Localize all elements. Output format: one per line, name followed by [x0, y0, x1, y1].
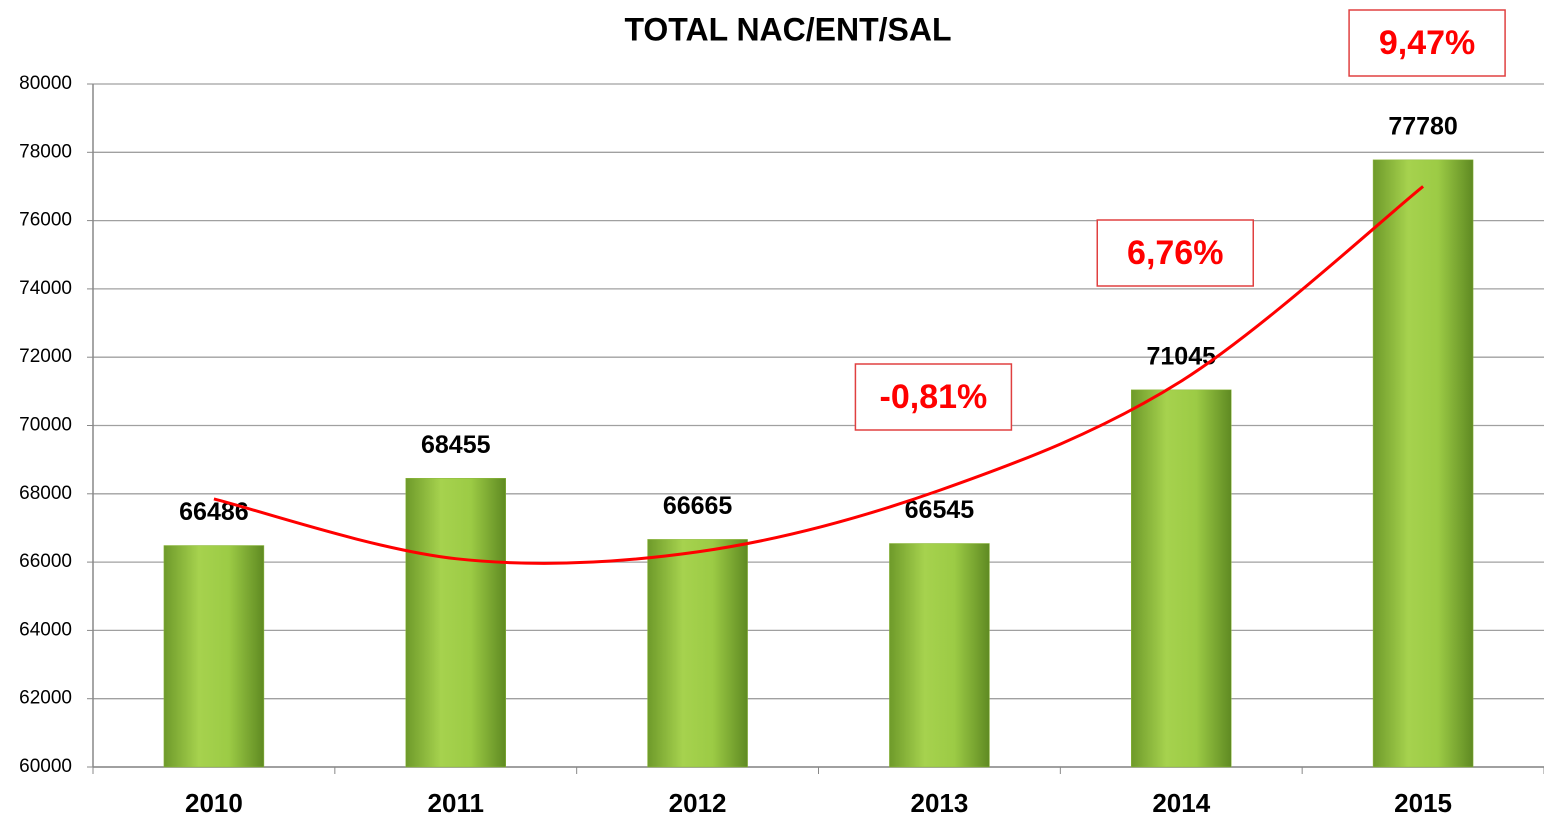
y-tick-label: 70000	[19, 415, 72, 436]
x-tick-label: 2014	[1152, 788, 1210, 818]
bar	[889, 543, 990, 768]
annotation: -0,81%	[880, 378, 988, 416]
bar	[163, 545, 265, 768]
bar	[1372, 159, 1474, 768]
y-tick-label: 64000	[19, 619, 72, 640]
x-tick-label: 2010	[185, 788, 243, 818]
bar	[647, 539, 748, 768]
y-tick-label: 80000	[19, 73, 72, 94]
x-tick-label: 2011	[428, 788, 484, 818]
x-tick-label: 2013	[910, 788, 968, 818]
y-tick-label: 74000	[19, 278, 72, 299]
value-label: 66665	[663, 492, 733, 520]
annotation-box	[1096, 219, 1254, 287]
y-tick-label: 68000	[19, 483, 72, 504]
chart-title: TOTAL NAC/ENT/SAL	[624, 11, 951, 47]
annotation: 9,47%	[1379, 24, 1475, 62]
bar	[1131, 389, 1232, 768]
y-tick-label: 72000	[19, 346, 72, 367]
y-tick-label: 76000	[19, 210, 72, 231]
annotation: 6,76%	[1127, 234, 1223, 272]
annotation-box	[1348, 9, 1506, 77]
y-tick-label: 66000	[19, 551, 72, 572]
trendline	[213, 185, 1425, 565]
value-label: 77780	[1388, 112, 1458, 140]
value-label: 68455	[421, 431, 491, 459]
value-label: 66545	[905, 496, 975, 524]
x-tick-label: 2015	[1394, 788, 1452, 818]
value-label: 66486	[179, 498, 249, 526]
y-tick-label: 78000	[19, 141, 72, 162]
annotation-box	[854, 363, 1013, 431]
bar	[405, 478, 506, 768]
y-tick-label: 62000	[19, 688, 72, 709]
x-tick-label: 2012	[669, 788, 727, 818]
y-tick-label: 60000	[19, 756, 72, 777]
